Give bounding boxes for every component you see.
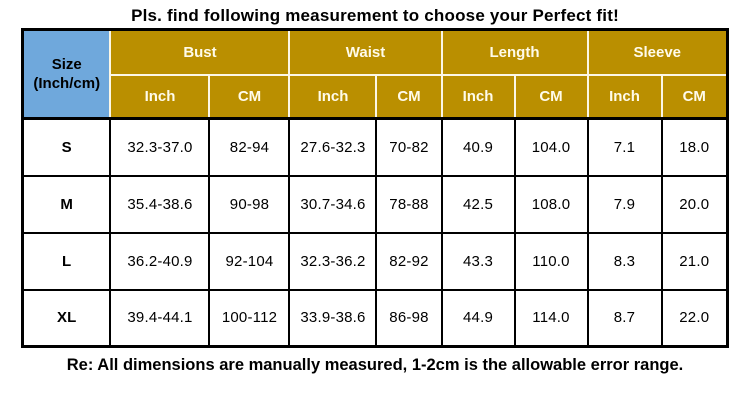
m-length-inch: 42.5 [440,174,516,234]
header-size: Size (Inch/cm) [21,28,112,120]
m-sleeve-inch: 7.9 [586,174,663,234]
l-length-inch: 43.3 [440,231,516,291]
s-sleeve-cm: 18.0 [660,117,729,177]
header-waist: Waist [288,28,443,76]
xl-length-inch: 44.9 [440,288,516,348]
table-row-xl: XL 39.4-44.1 100-112 33.9-38.6 86-98 44.… [21,288,729,348]
l-sleeve-inch: 8.3 [586,231,663,291]
header-length-cm: CM [513,73,589,120]
row-label-xl: XL [21,288,112,348]
xl-bust-inch: 39.4-44.1 [109,288,211,348]
table-row-l: L 36.2-40.9 92-104 32.3-36.2 82-92 43.3 … [21,231,729,291]
s-length-cm: 104.0 [513,117,589,177]
l-sleeve-cm: 21.0 [660,231,729,291]
s-waist-inch: 27.6-32.3 [288,117,378,177]
size-chart-title: Pls. find following measurement to choos… [131,6,619,25]
l-length-cm: 110.0 [513,231,589,291]
m-bust-cm: 90-98 [208,174,291,234]
s-length-inch: 40.9 [440,117,516,177]
table-row-s: S 32.3-37.0 82-94 27.6-32.3 70-82 40.9 1… [21,117,729,177]
table-row-m: M 35.4-38.6 90-98 30.7-34.6 78-88 42.5 1… [21,174,729,234]
s-bust-inch: 32.3-37.0 [109,117,211,177]
header-group-row: Size (Inch/cm) Bust Waist Length Sleeve [21,28,729,120]
header-sleeve-inch: Inch [586,73,663,120]
xl-length-cm: 114.0 [513,288,589,348]
row-label-l: L [21,231,112,291]
size-chart-table: Size (Inch/cm) Bust Waist Length Sleeve … [20,28,730,348]
m-waist-cm: 78-88 [375,174,443,234]
header-bust-cm: CM [208,73,291,120]
s-bust-cm: 82-94 [208,117,291,177]
xl-waist-inch: 33.9-38.6 [288,288,378,348]
header-bust-inch: Inch [109,73,211,120]
m-bust-inch: 35.4-38.6 [109,174,211,234]
row-label-m: M [21,174,112,234]
xl-sleeve-cm: 22.0 [660,288,729,348]
m-length-cm: 108.0 [513,174,589,234]
header-waist-cm: CM [375,73,443,120]
m-waist-inch: 30.7-34.6 [288,174,378,234]
header-size-line2: (Inch/cm) [33,75,101,92]
s-sleeve-inch: 7.1 [586,117,663,177]
l-waist-inch: 32.3-36.2 [288,231,378,291]
xl-bust-cm: 100-112 [208,288,291,348]
header-sleeve: Sleeve [586,28,729,76]
xl-waist-cm: 86-98 [375,288,443,348]
l-bust-inch: 36.2-40.9 [109,231,211,291]
header-sleeve-cm: CM [660,73,729,120]
row-label-s: S [21,117,112,177]
header-unit-row: Inch CM Inch CM Inch CM Inch CM [22,73,729,120]
header-length: Length [440,28,589,76]
l-bust-cm: 92-104 [208,231,291,291]
l-waist-cm: 82-92 [375,231,443,291]
header-waist-inch: Inch [288,73,378,120]
xl-sleeve-inch: 8.7 [586,288,663,348]
header-bust: Bust [109,28,291,76]
measurement-note: Re: All dimensions are manually measured… [66,356,684,374]
header-length-inch: Inch [440,73,516,120]
m-sleeve-cm: 20.0 [660,174,729,234]
header-size-line1: Size [51,56,82,73]
s-waist-cm: 70-82 [375,117,443,177]
